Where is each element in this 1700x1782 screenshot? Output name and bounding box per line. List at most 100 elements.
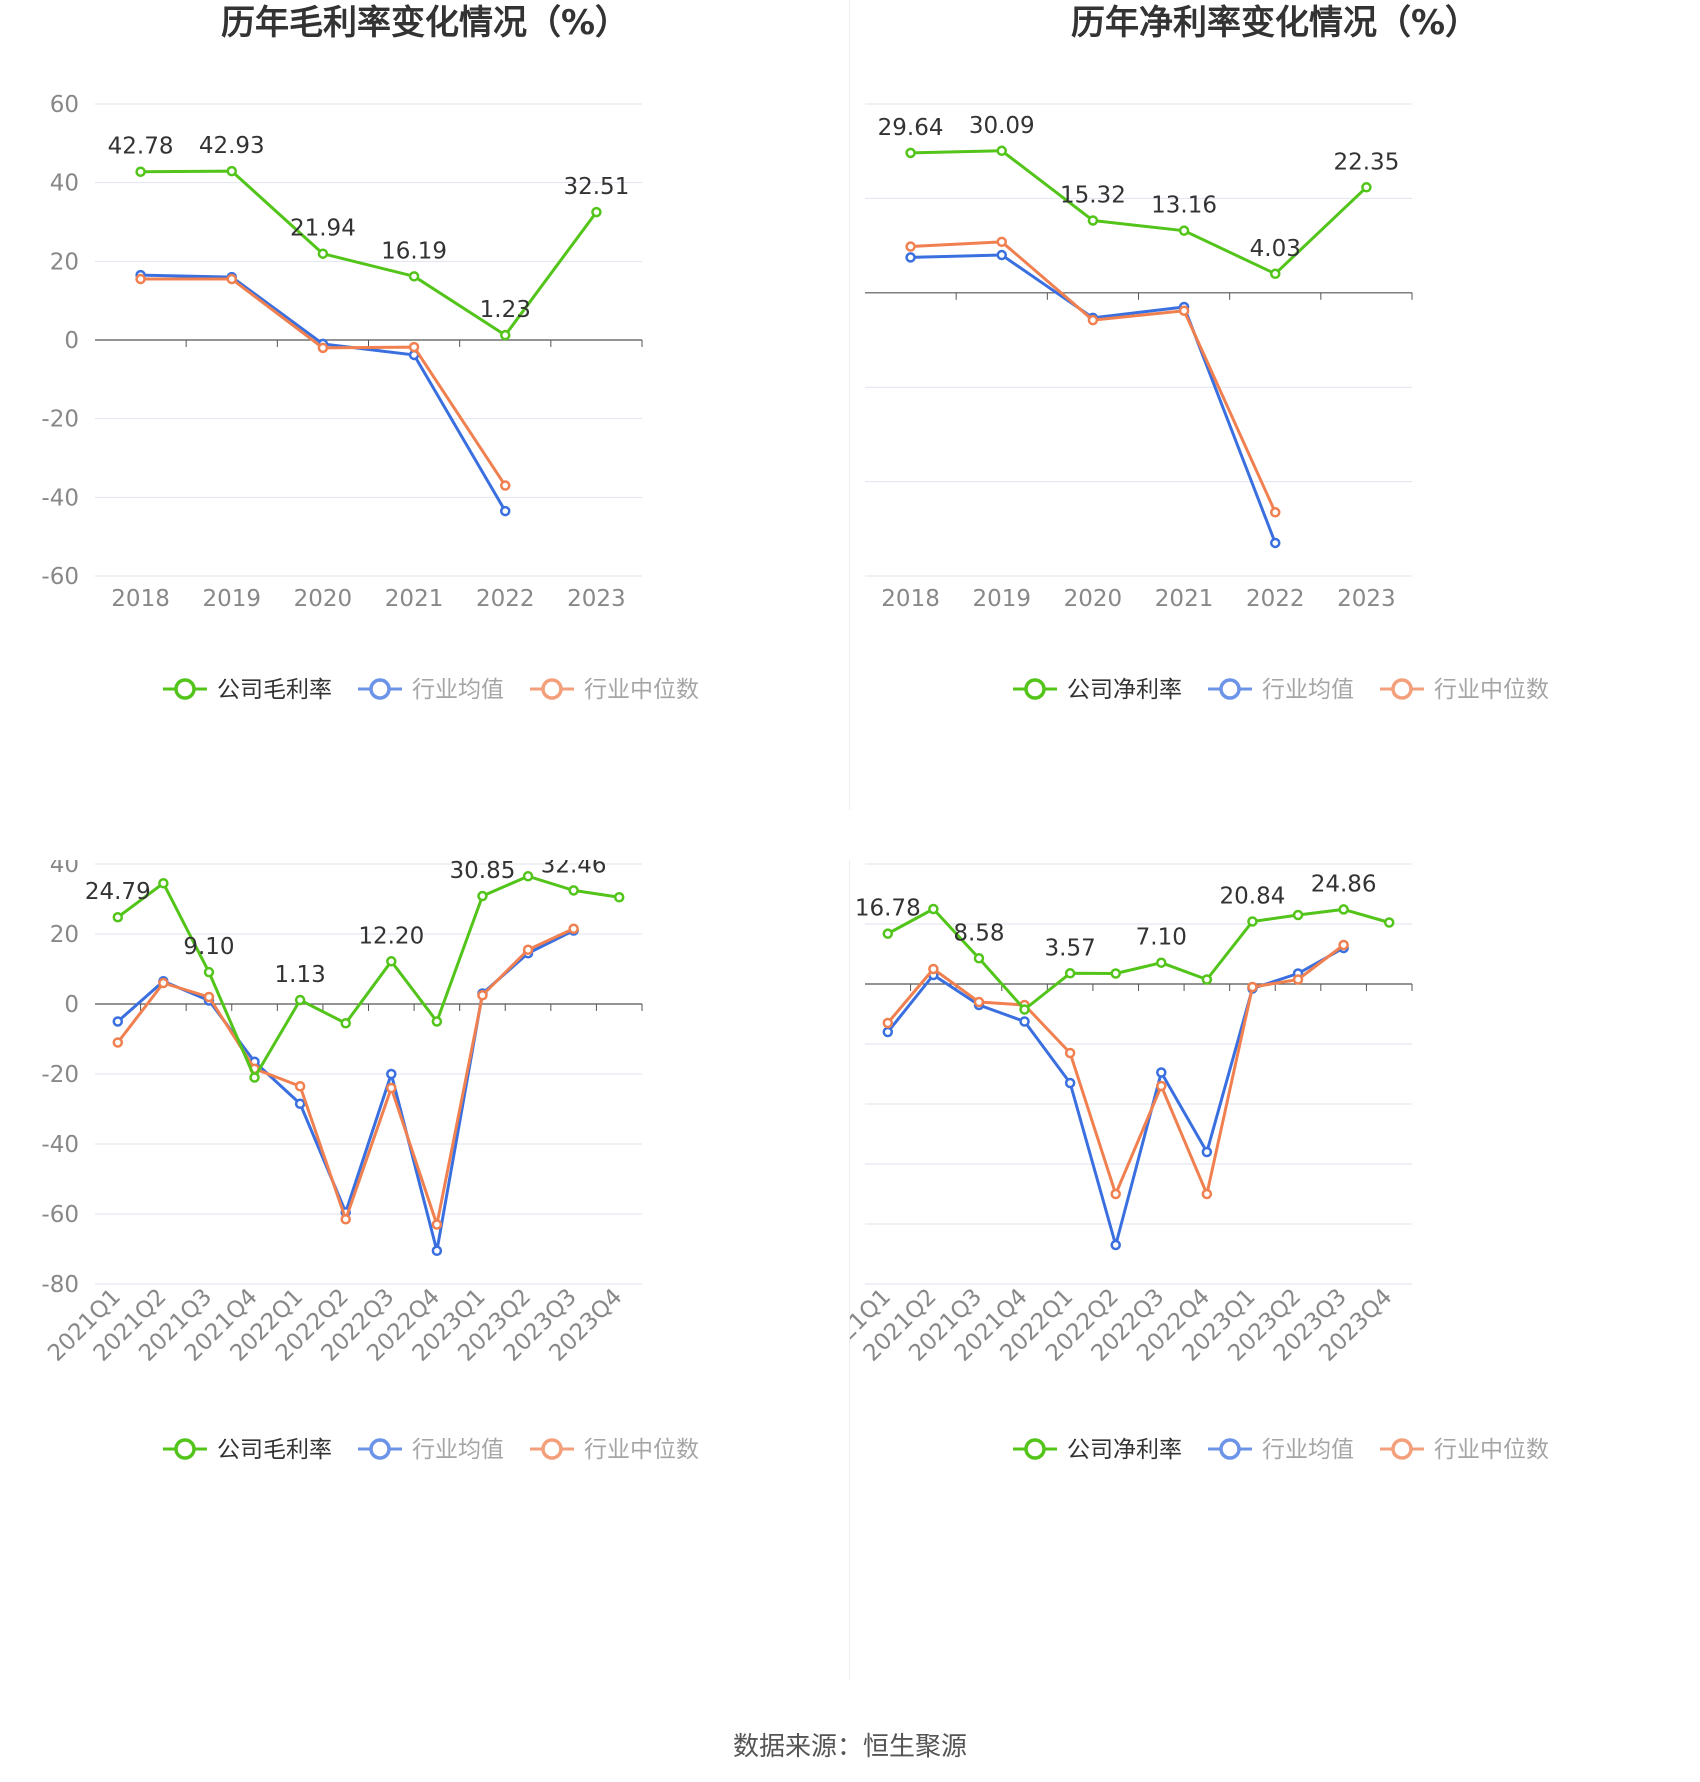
data-point — [591, 206, 602, 218]
data-point — [905, 147, 916, 159]
x-tick-label: 2020 — [1064, 586, 1123, 612]
data-point — [1110, 1188, 1121, 1200]
x-tick-label: 2019 — [202, 586, 261, 612]
data-point — [477, 890, 488, 902]
data-point — [386, 1068, 397, 1080]
data-point — [226, 165, 237, 177]
data-point — [1064, 968, 1076, 979]
legend-label: 行业均值 — [1262, 677, 1354, 703]
x-tick-label: 2022 — [1246, 586, 1305, 612]
data-point — [1087, 215, 1099, 226]
legend-label: 行业中位数 — [584, 677, 699, 703]
data-point — [1247, 981, 1258, 993]
legend-item: 行业中位数 — [1380, 677, 1549, 703]
data-point — [996, 249, 1007, 261]
data-label: 24.86 — [1311, 871, 1377, 897]
data-point — [1201, 974, 1213, 985]
legend-marker-circle — [541, 678, 563, 700]
legend-label: 行业中位数 — [584, 1437, 699, 1463]
data-label: 1.23 — [480, 297, 531, 323]
legend-item: 公司毛利率 — [163, 677, 332, 703]
data-label: 15.32 — [1060, 182, 1126, 208]
data-point — [294, 1098, 306, 1109]
chart-title: 历年净利率变化情况（%） — [1071, 3, 1479, 43]
chart-panel-quarter-net: 季度净利率变化情况（%）40200-20-40-60-80-1002021Q12… — [850, 860, 1700, 1720]
legend-marker-circle — [369, 678, 391, 700]
data-point — [431, 1245, 443, 1256]
legend-item: 行业均值 — [358, 1437, 504, 1463]
data-point — [1292, 974, 1304, 985]
data-point — [1156, 1067, 1167, 1078]
y-tick-label: 60 — [50, 92, 79, 118]
series-line-industry-median — [886, 943, 1345, 1196]
data-point — [340, 1018, 351, 1029]
data-point — [1338, 939, 1349, 951]
data-point — [568, 885, 579, 896]
data-point — [386, 1082, 397, 1094]
legend-label: 公司净利率 — [1067, 677, 1182, 703]
data-label: 42.78 — [108, 134, 174, 160]
legend-item: 公司净利率 — [1013, 1437, 1182, 1463]
legend-label: 行业中位数 — [1434, 677, 1549, 703]
data-point — [1156, 957, 1167, 968]
y-tick-label: 0 — [64, 328, 79, 354]
data-label: 24.79 — [85, 879, 151, 905]
data-label: 20.84 — [1220, 883, 1286, 909]
legend-marker-circle — [1219, 678, 1241, 700]
legend-item: 行业均值 — [1208, 677, 1354, 703]
data-label: 13.16 — [1151, 193, 1217, 219]
y-tick-label: -60 — [41, 564, 79, 590]
annual-gross-chart: 历年毛利率变化情况（%） 60 40 20 0 -20 -40 -60 2018 2019 2020… — [41, 3, 699, 703]
data-point — [294, 1081, 306, 1092]
legend-item: 公司净利率 — [1013, 677, 1182, 703]
data-point — [112, 911, 124, 923]
data-label: 1.13 — [275, 962, 326, 988]
data-point — [882, 1026, 894, 1038]
data-point — [386, 956, 397, 967]
series-line-industry-avg — [140, 273, 507, 512]
legend-marker-circle — [174, 1438, 196, 1460]
data-point — [340, 1214, 351, 1225]
x-tick-label: 2019 — [972, 586, 1031, 612]
series-line-industry-avg — [886, 946, 1345, 1247]
x-tick-label: 2021 — [385, 586, 444, 612]
data-label: 29.64 — [878, 115, 944, 141]
data-point — [317, 248, 329, 259]
series-line-company — [140, 169, 598, 337]
data-label: 30.09 — [969, 113, 1035, 139]
data-point — [135, 166, 146, 177]
data-point — [135, 273, 146, 285]
legend-marker-circle — [1391, 678, 1413, 700]
data-point — [1156, 1080, 1167, 1092]
data-point — [882, 928, 894, 939]
series-line-industry-avg — [116, 929, 575, 1253]
data-label: 21.94 — [290, 216, 356, 242]
legend-label: 行业中位数 — [1434, 1437, 1549, 1463]
data-point — [1064, 1077, 1076, 1089]
data-label: 16.78 — [855, 896, 921, 922]
data-point — [408, 341, 420, 353]
data-point — [973, 953, 985, 964]
data-label: 9.10 — [183, 934, 234, 960]
legend-item: 行业均值 — [1208, 1437, 1354, 1463]
legend-label: 公司毛利率 — [217, 677, 332, 703]
data-point — [996, 145, 1007, 157]
legend-marker-circle — [174, 678, 196, 700]
legend-label: 公司净利率 — [1067, 1437, 1182, 1463]
data-label: 8.58 — [953, 920, 1004, 946]
data-point — [1270, 507, 1281, 518]
vertical-divider-top — [849, 0, 850, 810]
legend-label: 行业均值 — [1262, 1437, 1354, 1463]
series-line-company — [116, 874, 620, 1079]
data-point — [158, 878, 169, 889]
chart-panel-annual-gross: 历年毛利率变化情况（%） 60 40 20 0 -20 -40 -60 2018 2019 2020… — [0, 0, 850, 860]
data-point — [203, 966, 215, 978]
series-line-industry-median — [116, 927, 575, 1226]
x-tick-label: 2023 — [1337, 586, 1396, 612]
legend-item: 公司毛利率 — [163, 1437, 332, 1463]
data-label: 32.51 — [563, 174, 629, 200]
data-label: 4.03 — [1250, 236, 1301, 262]
quarter-net-chart: 季度净利率变化情况（%）40200-20-40-60-80-1002021Q12… — [850, 863, 1549, 1463]
legend-label: 行业均值 — [412, 1437, 504, 1463]
data-source-text: 数据来源：恒生聚源 — [732, 1732, 967, 1762]
